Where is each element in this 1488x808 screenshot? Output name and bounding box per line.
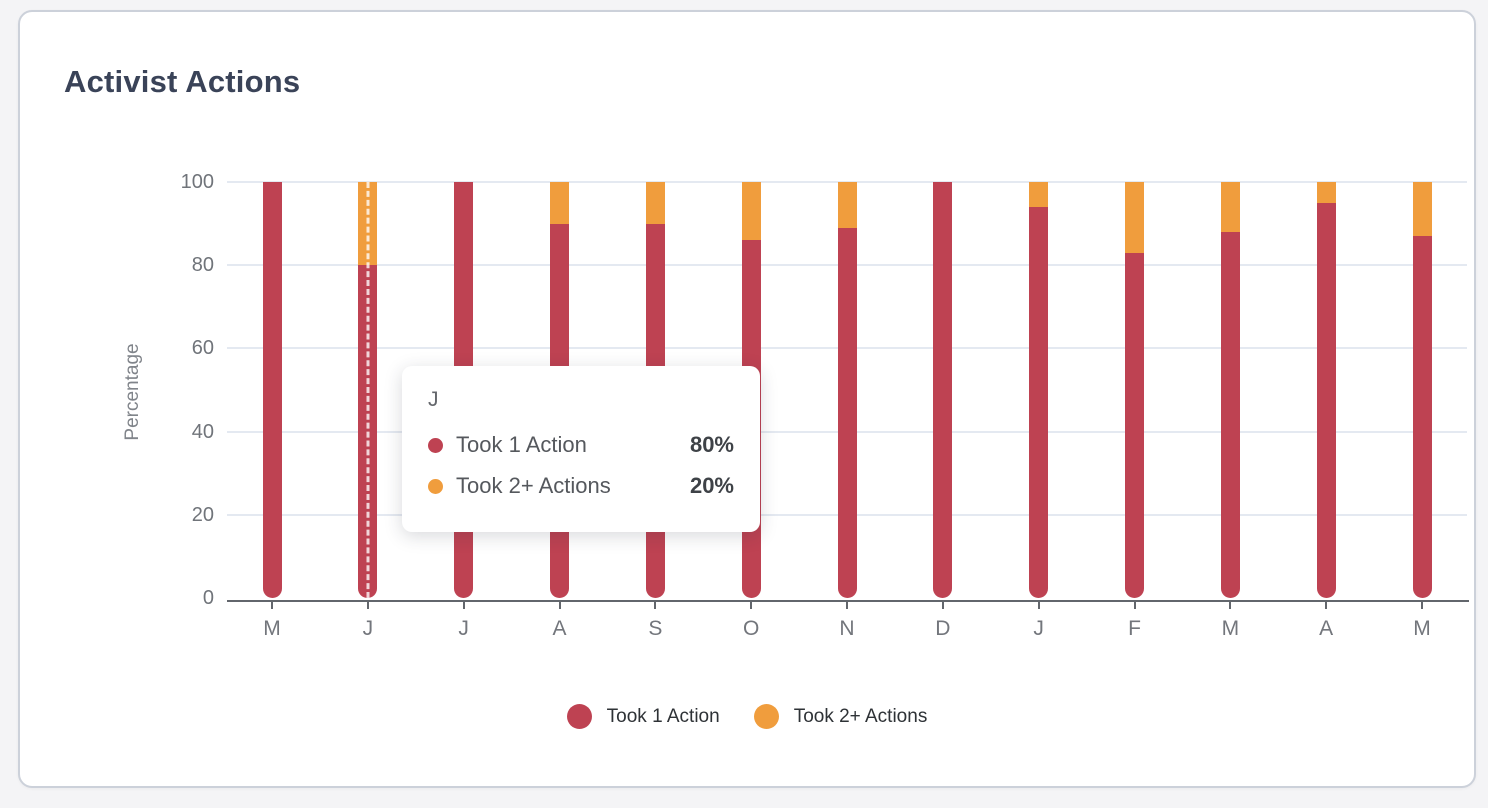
bar-segment-took-2-plus-actions [550,182,569,224]
bar-column-11-M[interactable] [1220,182,1240,598]
x-tick-label-S: S [648,617,663,640]
bar-segment-took-2-plus-actions [1316,182,1336,203]
legend-item-1[interactable]: Took 1 Action [566,704,720,729]
x-tick-label-M: M [263,617,281,640]
activist-actions-card: Activist Actions Percentage 0 20 40 60 80 100… [18,10,1476,788]
bar-column-13-M[interactable] [1412,182,1432,598]
bar-segment-took-2-plus-actions [837,182,857,228]
y-axis-label: Percentage [122,343,143,441]
x-tick-J [462,602,465,609]
tooltip-series-dot-icon [428,478,443,494]
x-tick-M [1421,602,1423,609]
x-tick-D [941,602,944,609]
tooltip-series-dot-icon [428,437,443,453]
tooltip-series-label: Took 2+ Actions [456,473,611,498]
legend-label: Took 2+ Actions [793,705,928,727]
bar-segment-took-1-action [1029,206,1049,598]
bar-segment-took-2-plus-actions [1220,182,1240,232]
chart-legend: Took 1 Action Took 2+ Actions [20,704,1474,729]
x-tick-N [846,602,848,609]
x-tick-label-M: M [1221,617,1240,640]
tooltip-series-value: 20% [689,473,734,498]
y-tick-label-80: 80 [191,254,214,277]
bar-segment-took-1-action [262,182,282,598]
x-tick-label-M: M [1413,617,1431,640]
bar-segment-took-2-plus-actions [645,182,665,224]
x-tick-J [1037,602,1040,609]
bar-segment-took-2-plus-actions [1412,182,1432,237]
bar-segment-took-2-plus-actions [1125,182,1144,253]
x-tick-label-J: J [1033,617,1044,640]
x-tick-label-D: D [935,617,951,640]
page-title: Activist Actions [64,64,301,99]
bar-segment-took-2-plus-actions [741,182,761,241]
legend-label: Took 1 Action [606,705,720,727]
x-tick-label-J: J [458,617,469,640]
x-tick-label-O: O [742,617,760,640]
tooltip-row-1: Took 1 Action 80% [428,432,734,458]
bar-segment-took-1-action [1412,236,1432,598]
x-axis-line [227,600,1469,602]
bar-segment-took-1-action [1125,252,1144,598]
x-tick-O [750,602,753,609]
bar-segment-took-1-action [933,182,953,598]
hover-dashed-line [366,182,370,598]
x-tick-M [1229,602,1232,609]
bar-column-2-J[interactable] [358,182,378,598]
tooltip-title: J [428,388,439,411]
x-tick-label-N: N [839,617,855,640]
x-tick-label-F: F [1128,617,1141,640]
y-tick-label-20: 20 [191,503,214,526]
bar-column-1-M[interactable] [262,182,282,598]
bar-segment-took-1-action [1220,231,1240,598]
x-tick-F [1133,602,1136,609]
y-tick-label-0: 0 [202,587,214,609]
bar-segment-took-2-plus-actions [1029,182,1049,207]
bar-column-9-J[interactable] [1029,182,1049,598]
x-tick-S [654,602,657,609]
bar-segment-took-1-action [1316,202,1336,598]
y-tick-label-40: 40 [191,420,214,443]
legend-dot-icon [566,704,592,729]
bar-column-10-F[interactable] [1125,182,1144,598]
x-tick-M [271,602,273,609]
legend-dot-icon [753,704,779,729]
y-tick-label-100: 100 [180,171,214,193]
bar-column-12-A[interactable] [1316,182,1336,598]
tooltip-series-value: 80% [689,432,734,457]
bar-segment-took-1-action [837,227,857,598]
legend-item-2[interactable]: Took 2+ Actions [753,704,928,729]
bar-column-8-D[interactable] [933,182,953,598]
y-tick-label-60: 60 [191,337,214,360]
x-tick-A [558,602,561,609]
bar-column-7-N[interactable] [837,182,857,598]
tooltip-row-2: Took 2+ Actions 20% [428,473,734,499]
x-tick-label-J: J [362,617,374,640]
x-tick-A [1325,602,1328,609]
x-tick-label-A: A [552,617,567,640]
chart-tooltip: J Took 1 Action 80% Took 2+ Actions 20% [402,366,760,532]
x-tick-label-A: A [1319,617,1334,640]
tooltip-series-label: Took 1 Action [456,432,587,457]
x-tick-J [366,602,369,609]
